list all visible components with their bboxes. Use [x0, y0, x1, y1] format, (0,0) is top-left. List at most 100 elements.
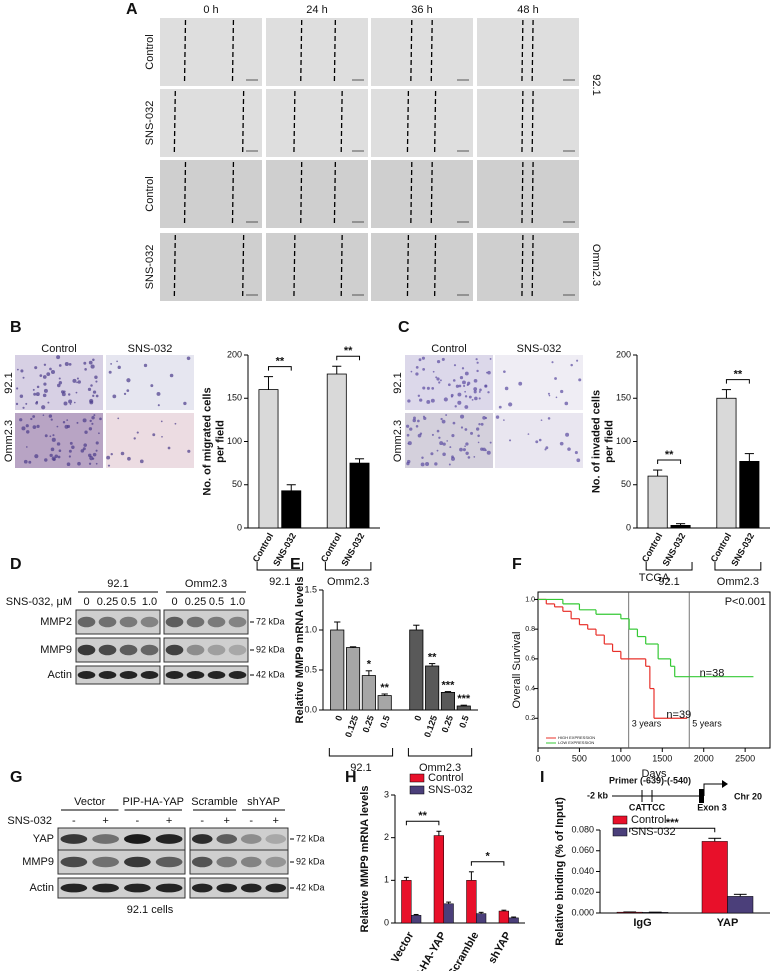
treatment-sign: +	[166, 815, 172, 827]
significance-bracket	[267, 366, 292, 371]
y-axis-label: No. of migrated cells	[201, 387, 213, 495]
wound-edge	[333, 161, 337, 227]
cell-dot	[56, 442, 61, 446]
cell-dot	[42, 375, 47, 379]
cell-dot	[108, 370, 112, 374]
cell-dot	[504, 386, 509, 391]
size-label: 72 kDa	[296, 833, 325, 843]
size-label: 72 kDa	[256, 616, 285, 626]
legend-swatch	[409, 773, 425, 783]
cell-dot	[412, 418, 417, 423]
blot-band	[165, 644, 184, 656]
cell-line-label: 92.1	[590, 74, 602, 95]
significance: **	[344, 345, 353, 357]
y-tick-label: 1.0	[304, 624, 317, 634]
bar	[508, 917, 519, 924]
protein-label: MMP9	[40, 644, 72, 656]
cell-dot	[64, 362, 69, 367]
protein-label: MMP2	[40, 616, 72, 628]
bar	[443, 903, 454, 924]
cell-dot	[186, 356, 191, 361]
blot-band	[228, 644, 247, 656]
diagram-label: -2 kb	[587, 790, 609, 800]
cell-dot	[43, 363, 47, 366]
wound-edge	[433, 90, 437, 156]
cell-dot	[48, 414, 53, 418]
cell-dot	[464, 395, 468, 398]
cell-dot	[447, 383, 451, 387]
wound-edge	[410, 19, 413, 85]
cell-dot	[75, 391, 78, 394]
column-label: SNS-032	[128, 343, 173, 355]
cell-dot	[467, 456, 471, 459]
wound-edge	[433, 234, 437, 300]
cell-dot	[570, 363, 573, 367]
cell-dot	[80, 449, 85, 453]
panel-letter: D	[10, 556, 22, 573]
group-label: 92.1	[350, 762, 371, 774]
cell-dot	[548, 394, 551, 397]
cell-dot	[42, 414, 45, 417]
cell-dot	[407, 399, 411, 403]
x-tick-label: 1500	[652, 753, 672, 763]
condition-label: Vector	[74, 796, 106, 808]
cell-dot	[46, 372, 51, 376]
wound-edge	[293, 234, 296, 300]
group-bracket	[328, 748, 394, 757]
caption: 92.1 cells	[127, 904, 174, 916]
reference-label: 5 years	[692, 718, 722, 728]
cell-dot	[83, 443, 87, 447]
size-label: 42 kDa	[256, 669, 285, 679]
significance: **	[276, 356, 285, 368]
cell-dot	[473, 390, 477, 394]
cell-dot	[56, 383, 61, 388]
dose-title: SNS-032, μM	[6, 596, 72, 608]
dose-label: 0.5	[121, 596, 136, 608]
cell-dot	[476, 361, 479, 364]
cell-dot	[489, 357, 492, 360]
micrograph	[266, 160, 368, 228]
size-label: 42 kDa	[296, 882, 325, 892]
dose-label: 1.0	[230, 596, 245, 608]
micrograph	[405, 355, 493, 410]
cell-dot	[82, 418, 87, 423]
x-tick-label: 0.25	[361, 714, 376, 734]
cell-dot	[68, 449, 72, 453]
cell-dot	[43, 388, 48, 393]
cell-dot	[56, 355, 61, 360]
cell-dot	[139, 459, 144, 464]
cell-dot	[420, 462, 425, 467]
y-tick-label: 100	[616, 436, 631, 446]
cell-dot	[438, 436, 441, 439]
cell-dot	[28, 460, 32, 464]
cell-dot	[484, 384, 488, 388]
cell-dot	[457, 392, 462, 397]
cell-dot	[21, 426, 26, 431]
wound-edge	[183, 19, 187, 85]
x-tick-label: 0	[412, 714, 423, 722]
cell-dot	[555, 396, 558, 399]
cell-dot	[407, 442, 410, 445]
y-tick-label: 1.0	[525, 596, 535, 603]
cell-dot	[406, 461, 410, 466]
cell-dot	[460, 414, 465, 419]
panel-letter: A	[126, 1, 138, 18]
cell-dot	[39, 374, 43, 377]
micrograph	[405, 413, 493, 468]
cell-dot	[167, 446, 171, 450]
diagram-label: Exon 3	[697, 802, 727, 812]
wound-edge	[430, 161, 433, 227]
bar	[346, 647, 361, 711]
cell-dot	[535, 440, 539, 444]
x-tick-label: 500	[572, 753, 587, 763]
cell-dot	[26, 430, 30, 434]
cell-dot	[487, 391, 490, 394]
bar	[433, 835, 444, 924]
cell-dot	[479, 388, 482, 392]
cell-dot	[87, 387, 92, 392]
time-label: 48 h	[517, 4, 538, 16]
cell-dot	[25, 446, 28, 448]
y-tick-label: 0.000	[571, 907, 594, 917]
cell-dot	[36, 424, 40, 428]
cell-dot	[486, 450, 491, 455]
